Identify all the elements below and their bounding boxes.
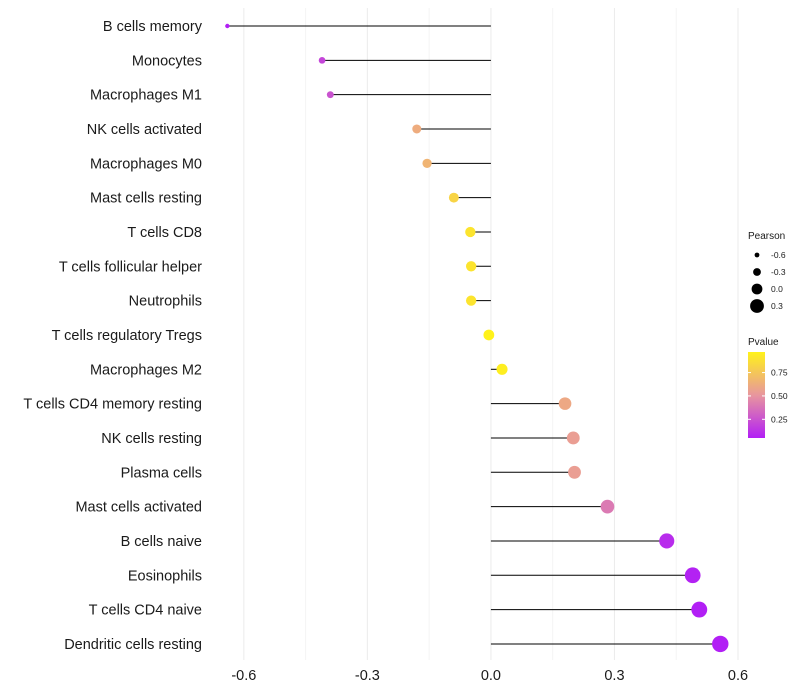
x-tick-label: 0.3 <box>604 668 624 684</box>
size-legend-label: -0.3 <box>771 267 786 277</box>
size-legend-label: -0.6 <box>771 250 786 260</box>
x-tick-label: 0.6 <box>728 668 748 684</box>
category-label: Mast cells resting <box>90 191 202 207</box>
category-labels: B cells memory Monocytes Macrophages M1 NK … <box>23 19 202 653</box>
color-legend-label: 0.50 <box>771 391 788 401</box>
lollipop-dot <box>412 124 422 134</box>
size-legend-dot <box>750 299 764 313</box>
category-label: B cells memory <box>103 19 203 35</box>
lollipop-dot <box>465 226 476 238</box>
lollipop-dot <box>448 192 459 203</box>
category-label: B cells naive <box>121 534 202 550</box>
category-label: T cells regulatory Tregs <box>52 328 202 344</box>
category-label: NK cells resting <box>101 431 202 447</box>
lollipop-dot <box>659 533 675 549</box>
lollipop-dot <box>465 261 477 272</box>
size-legend-label: 0.3 <box>771 301 783 311</box>
size-legend-dot <box>753 268 761 276</box>
category-label: Macrophages M2 <box>90 362 202 378</box>
lollipop-dots <box>225 23 729 653</box>
x-axis-tick-labels: -0.6 -0.3 0.0 0.3 0.6 <box>231 668 748 684</box>
x-tick-label: -0.6 <box>231 668 256 684</box>
category-label: T cells CD4 memory resting <box>23 397 202 413</box>
size-legend: Pearson -0.6 -0.3 0.0 0.3 <box>748 231 786 313</box>
size-legend-dot <box>754 252 760 258</box>
lollipop-dot <box>483 329 495 341</box>
color-legend-title: Pvalue <box>748 337 779 348</box>
category-label: Mast cells activated <box>75 500 202 516</box>
lollipop-dot <box>422 158 432 168</box>
category-label: Macrophages M0 <box>90 156 202 172</box>
lollipop-dot <box>558 397 572 410</box>
size-legend-dot <box>751 283 763 295</box>
category-label: T cells follicular helper <box>59 259 202 275</box>
size-legend-title: Pearson <box>748 231 785 242</box>
color-legend-bar <box>748 352 765 438</box>
size-legend-label: 0.0 <box>771 284 783 294</box>
lollipop-dot <box>691 601 708 618</box>
color-legend: Pvalue 0.75 0.50 0.25 <box>748 337 788 438</box>
lollipop-dot <box>600 499 615 514</box>
lollipop-dot <box>326 91 334 99</box>
lollipop-dot <box>712 635 729 653</box>
category-label: T cells CD4 naive <box>89 603 202 619</box>
lollipop-dot <box>465 295 477 306</box>
category-label: Plasma cells <box>121 465 202 481</box>
category-label: Monocytes <box>132 53 202 69</box>
category-label: NK cells activated <box>87 122 202 138</box>
color-legend-label: 0.75 <box>771 368 788 378</box>
lollipop-dot <box>684 567 701 584</box>
lollipop-dot <box>496 363 508 375</box>
lollipop-stems <box>227 25 721 645</box>
lollipop-dot <box>568 465 581 479</box>
x-tick-label: 0.0 <box>481 668 501 684</box>
color-legend-label: 0.25 <box>771 414 788 424</box>
lollipop-dot <box>318 56 326 64</box>
category-label: Macrophages M1 <box>90 88 202 104</box>
category-label: T cells CD8 <box>127 225 202 241</box>
category-label: Eosinophils <box>128 568 202 584</box>
lollipop-dot <box>225 23 230 29</box>
x-tick-label: -0.3 <box>355 668 380 684</box>
lollipop-dot <box>566 431 580 445</box>
category-label: Dendritic cells resting <box>64 637 202 653</box>
category-label: Neutrophils <box>129 294 202 310</box>
